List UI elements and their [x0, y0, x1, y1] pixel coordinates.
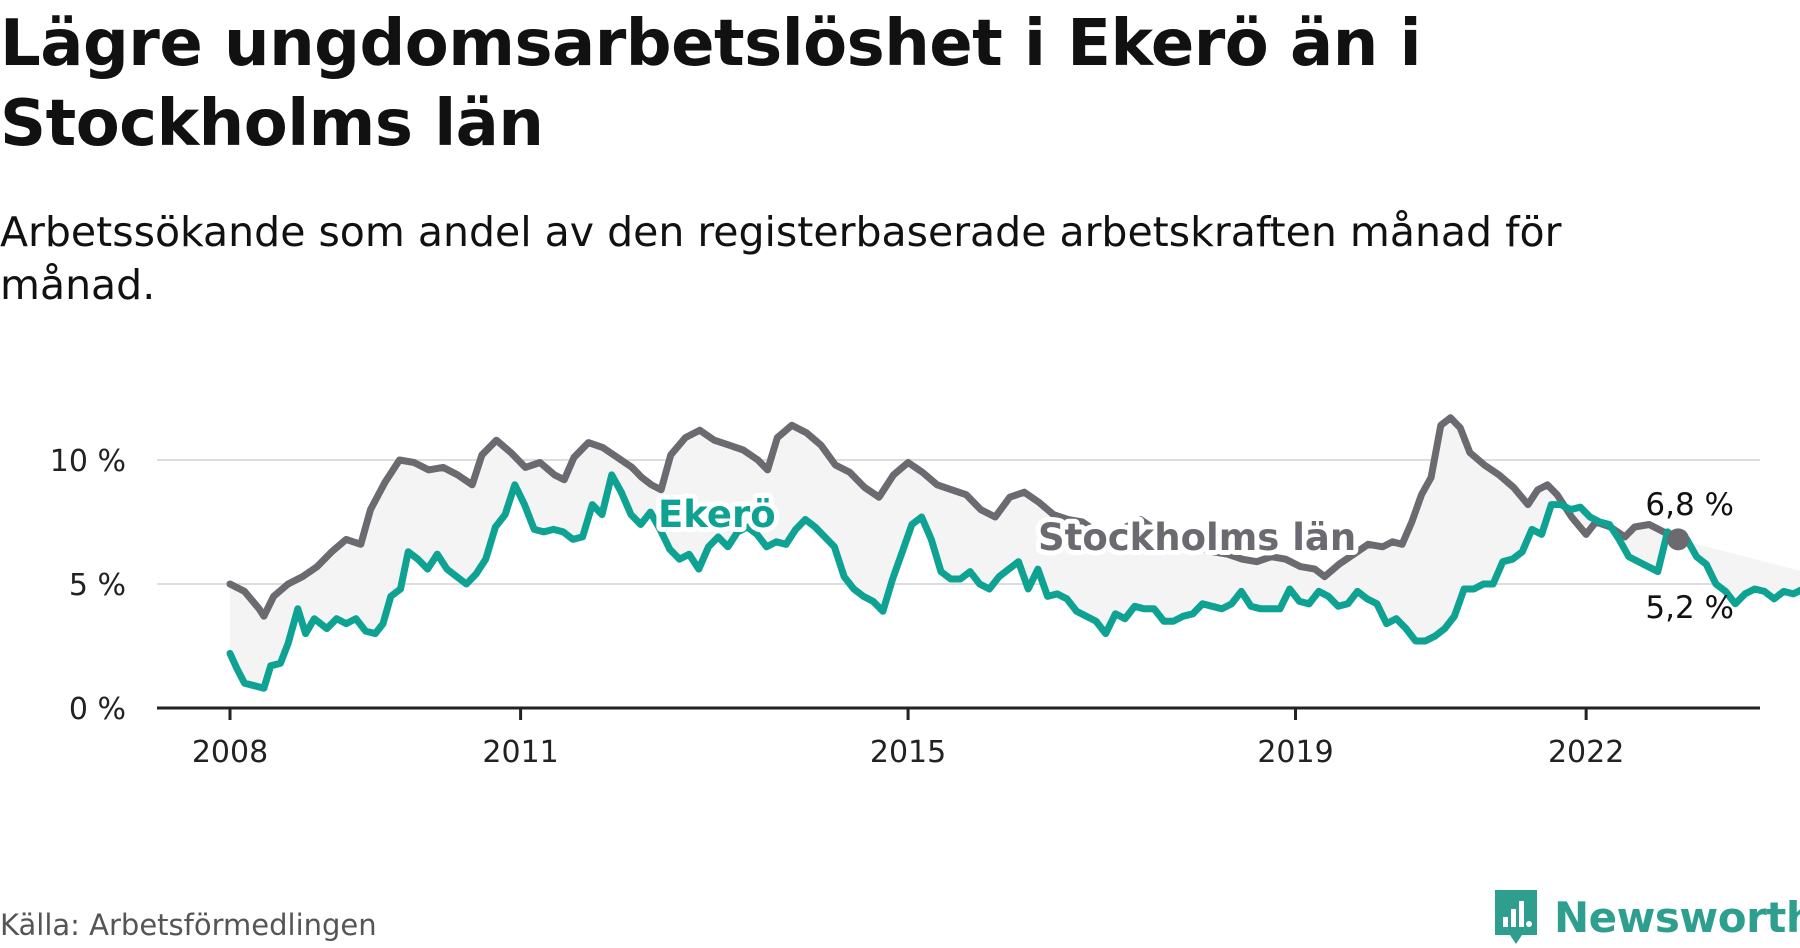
difference-band — [230, 417, 1800, 689]
series-label-ekero-halo: Ekerö — [658, 493, 776, 536]
end-value-ekero: 5,2 % — [1645, 590, 1734, 626]
x-tick-label: 2015 — [870, 735, 946, 770]
newsworthy-logo-icon — [1495, 890, 1537, 944]
series-label-ekero: Ekerö — [658, 493, 776, 536]
y-tick-label: 0 % — [69, 692, 126, 727]
x-tick-label: 2008 — [192, 735, 268, 770]
series-label-stockholms-lan: Stockholms län — [1038, 516, 1356, 559]
brand-logo: Newsworthy — [1492, 887, 1800, 947]
axes: 0 % 5 % 10 % 2008 2011 2015 2019 2022 — [50, 444, 1760, 770]
series-label-stockholms-lan-halo: Stockholms län — [1038, 516, 1356, 559]
source-note: Källa: Arbetsförmedlingen — [0, 908, 377, 942]
end-marker-stockholms-lan — [1667, 528, 1690, 551]
x-tick-label: 2011 — [482, 735, 558, 770]
y-tick-label: 5 % — [69, 568, 126, 603]
brand-name: Newsworthy — [1554, 892, 1800, 942]
x-tick-label: 2022 — [1548, 735, 1624, 770]
chart-subtitle: Arbetssökande som andel av den registerb… — [0, 208, 1562, 309]
series-line-ekero — [226, 471, 1800, 692]
series-line-stockholms-lan — [226, 414, 1682, 620]
end-value-stockholms-lan: 6,8 % — [1645, 487, 1734, 523]
line-chart: 0 % 5 % 10 % 2008 2011 2015 2019 2022 6,8 % 5,2 … — [50, 414, 1800, 770]
x-tick-label: 2019 — [1257, 735, 1333, 770]
y-tick-label: 10 % — [50, 444, 126, 479]
chart-title: Lägre ungdomsarbetslöshet i Ekerö än i S… — [0, 7, 1422, 161]
